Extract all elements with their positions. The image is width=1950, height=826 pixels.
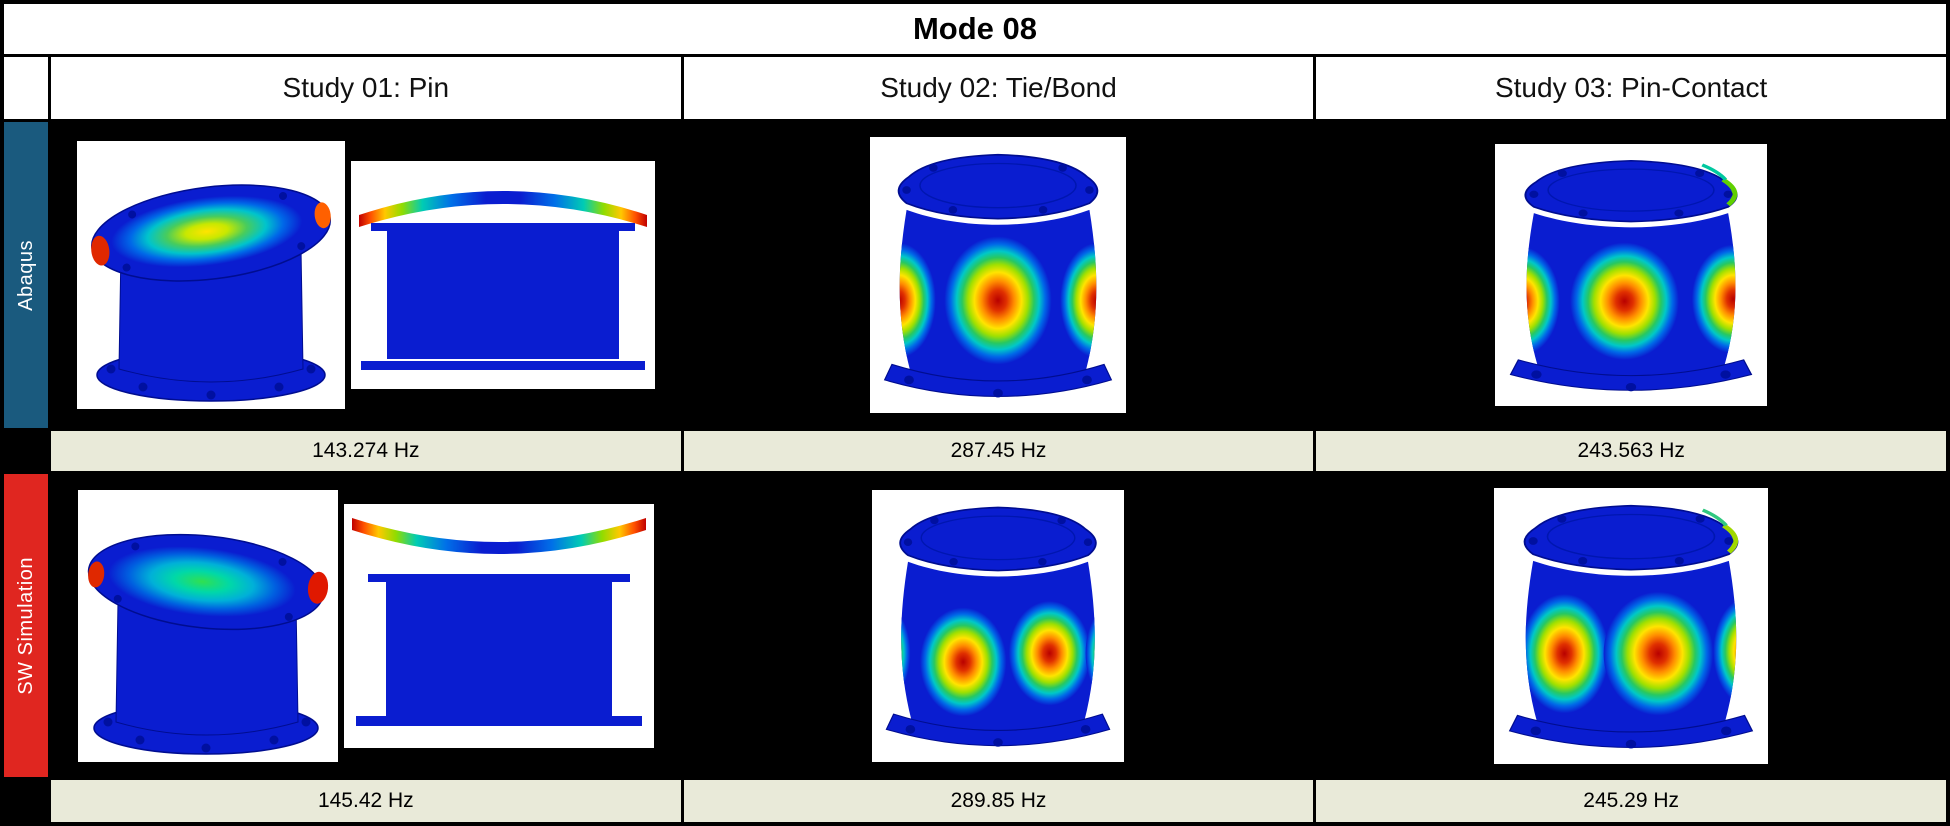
abaqus-pin-isometric-result-image <box>76 141 345 409</box>
sw-tiebond-result-image <box>872 489 1125 762</box>
result-cell-sw-study02 <box>683 474 1314 777</box>
result-cell-abaqus-study01 <box>51 122 681 428</box>
page-title: Mode 08 <box>4 4 1946 54</box>
frequency-sw-study02: 289.85 Hz <box>683 780 1314 822</box>
sw-frequency-row-spacer <box>4 780 48 822</box>
column-header-study03: Study 03: Pin-Contact <box>1316 57 1946 119</box>
column-header-study02: Study 02: Tie/Bond <box>683 57 1314 119</box>
sw-pin-front-result-image <box>343 503 654 748</box>
abaqus-pin-front-result-image <box>350 161 655 389</box>
sw-pin-isometric-result-image <box>77 489 338 762</box>
frequency-abaqus-study03: 243.563 Hz <box>1316 431 1946 471</box>
frequency-abaqus-study02: 287.45 Hz <box>683 431 1314 471</box>
abaqus-frequency-row-spacer <box>4 431 48 471</box>
result-cell-sw-study03 <box>1316 474 1946 777</box>
frequency-sw-study03: 245.29 Hz <box>1316 780 1946 822</box>
result-cell-sw-study01 <box>51 474 681 777</box>
corner-cell <box>4 57 48 119</box>
result-cell-abaqus-study02 <box>683 122 1314 428</box>
row-label-sw-simulation: SW Simulation <box>4 474 48 777</box>
row-label-abaqus-text: Abaqus <box>14 239 37 311</box>
row-label-sw-simulation-text: SW Simulation <box>14 556 37 695</box>
frequency-abaqus-study01: 143.274 Hz <box>51 431 681 471</box>
frequency-sw-study01: 145.42 Hz <box>51 780 681 822</box>
column-header-study01: Study 01: Pin <box>51 57 681 119</box>
sw-pincontact-result-image <box>1494 487 1769 764</box>
result-cell-abaqus-study03 <box>1316 122 1946 428</box>
abaqus-pincontact-result-image <box>1495 144 1768 406</box>
abaqus-tiebond-result-image <box>870 137 1127 413</box>
row-label-abaqus: Abaqus <box>4 122 48 428</box>
